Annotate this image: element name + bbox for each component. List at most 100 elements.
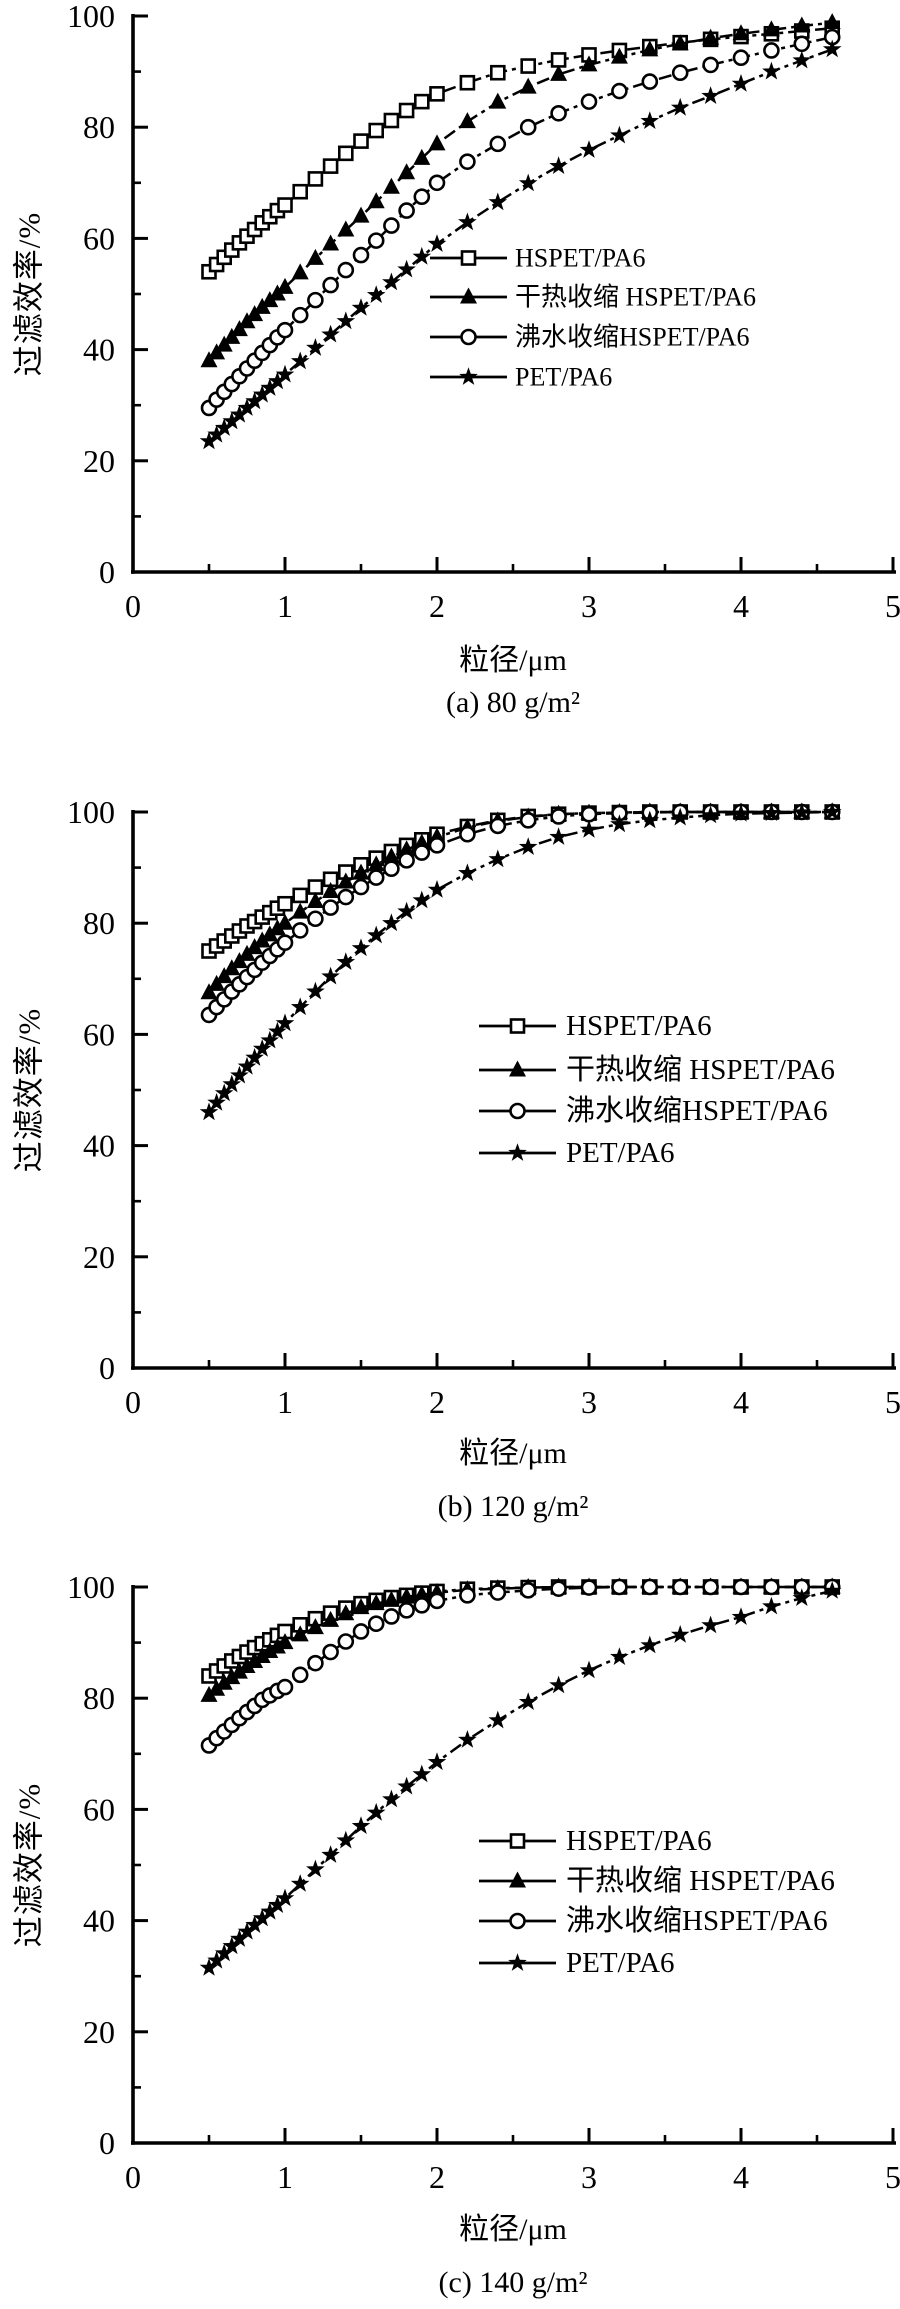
marker-open-circle (322, 276, 339, 294)
x-tick-label: 1 (277, 1384, 293, 1420)
marker-open-circle (367, 1615, 385, 1632)
marker-filled-star (245, 391, 264, 410)
caption-b: (b) 120 g/m² (437, 1490, 589, 1523)
marker-open-circle (580, 93, 598, 110)
panel-b: 0 1 2 3 4 5 0 20 40 60 80 100 HSPET/PA6 干热收缩 HSPET/PA… (0, 770, 900, 1540)
marker-open-circle (413, 1597, 431, 1614)
marker-filled-star (549, 1675, 568, 1694)
marker-open-circle (459, 825, 476, 843)
marker-filled-star (792, 50, 812, 69)
legend-item: 干热收缩 HSPET/PA6 (479, 1864, 835, 1897)
series--hspet-pa6 (200, 1578, 841, 1754)
marker-filled-star (731, 1607, 751, 1625)
marker-filled-triangle (200, 1685, 218, 1702)
marker-filled-star (207, 424, 226, 443)
marker-filled-triangle (322, 882, 340, 899)
x-tick-label: 3 (581, 588, 597, 624)
marker-open-circle (367, 869, 385, 886)
marker-open-circle (509, 1912, 526, 1930)
legend-label: HSPET/PA6 (515, 244, 646, 273)
marker-filled-star (792, 802, 812, 821)
y-tick-label: 40 (83, 1128, 115, 1164)
marker-filled-star (268, 1895, 287, 1913)
marker-open-square (398, 102, 415, 119)
x-tick-label: 1 (277, 2159, 293, 2195)
marker-filled-star (252, 384, 272, 403)
marker-open-circle (793, 35, 811, 53)
marker-filled-star (222, 1936, 242, 1955)
series-line (208, 1585, 833, 1697)
marker-filled-star (207, 1093, 226, 1111)
y-tick-label: 100 (67, 1569, 115, 1605)
marker-open-circle (367, 232, 385, 249)
marker-open-circle (509, 1102, 526, 1120)
marker-open-circle (550, 105, 567, 122)
legend: HSPET/PA6 干热收缩 HSPET/PA6 沸水收缩HSPET/PA6 PET/… (479, 1825, 835, 1979)
marker-open-circle (519, 118, 537, 136)
marker-filled-star (207, 1950, 226, 1969)
marker-open-circle (322, 899, 339, 916)
marker-filled-triangle (793, 16, 811, 33)
y-tick-label: 80 (83, 905, 115, 941)
marker-open-circle (428, 174, 446, 192)
legend-label: 干热收缩 HSPET/PA6 (515, 283, 756, 312)
marker-filled-triangle (610, 47, 628, 64)
marker-open-circle (352, 246, 370, 264)
marker-filled-triangle (413, 1585, 431, 1602)
marker-filled-triangle (398, 1587, 416, 1604)
marker-filled-star (458, 863, 477, 882)
marker-open-circle (291, 922, 309, 939)
legend-item: 沸水收缩HSPET/PA6 (479, 1094, 828, 1127)
marker-open-circle (291, 306, 309, 324)
marker-filled-star (731, 803, 751, 822)
marker-filled-star (237, 1921, 257, 1940)
marker-filled-triangle (382, 847, 400, 864)
marker-filled-triangle (428, 134, 446, 151)
marker-filled-star (382, 913, 401, 932)
marker-filled-triangle (398, 163, 416, 180)
marker-filled-star (306, 1859, 325, 1878)
marker-filled-star (397, 1776, 416, 1795)
y-tick-label: 60 (83, 220, 115, 256)
marker-open-circle (641, 1578, 659, 1596)
chart-b-canvas: 0 1 2 3 4 5 0 20 40 60 80 100 HSPET/PA6 干热收缩 HSPET/PA… (67, 794, 900, 1420)
marker-filled-triangle (276, 277, 294, 294)
marker-filled-star (222, 411, 242, 430)
marker-filled-star (792, 1588, 812, 1606)
marker-filled-star (488, 1710, 508, 1729)
x-tick-label: 2 (429, 1384, 445, 1420)
marker-filled-triangle (291, 1625, 309, 1642)
marker-filled-star (822, 39, 842, 58)
marker-filled-star (237, 1056, 257, 1075)
x-tick-label: 5 (885, 588, 900, 624)
marker-open-circle (413, 844, 431, 861)
marker-filled-triangle (550, 64, 568, 81)
panel-a: 0 1 2 3 4 5 0 20 40 60 80 100 HSPET/PA6 干热收缩 HSPET/PA… (0, 0, 900, 770)
caption-a: (a) 80 g/m² (446, 686, 580, 719)
marker-filled-triangle (306, 892, 324, 909)
marker-open-circle (763, 1578, 780, 1596)
legend-item: 干热收缩 HSPET/PA6 (430, 283, 756, 312)
marker-filled-star (290, 997, 310, 1016)
marker-filled-triangle (509, 1060, 526, 1077)
marker-filled-triangle (322, 1610, 340, 1627)
marker-filled-triangle (509, 1871, 526, 1888)
x-tick-label: 0 (125, 2159, 141, 2195)
marker-open-circle (428, 837, 446, 854)
marker-filled-star (245, 1048, 264, 1066)
marker-filled-star (549, 827, 568, 845)
marker-filled-star (252, 1039, 272, 1057)
marker-filled-star (518, 1692, 538, 1710)
marker-open-circle (276, 934, 294, 951)
marker-filled-star (275, 1888, 295, 1907)
marker-filled-star (731, 74, 751, 92)
marker-filled-triangle (200, 983, 218, 1000)
marker-filled-star (351, 938, 371, 957)
marker-open-circle (702, 56, 719, 74)
marker-open-circle (459, 153, 476, 170)
marker-filled-star (268, 1021, 287, 1040)
marker-filled-star (397, 901, 416, 920)
y-tick-label: 80 (83, 109, 115, 145)
y-tick-label: 40 (83, 332, 115, 368)
marker-filled-star (230, 1929, 249, 1947)
